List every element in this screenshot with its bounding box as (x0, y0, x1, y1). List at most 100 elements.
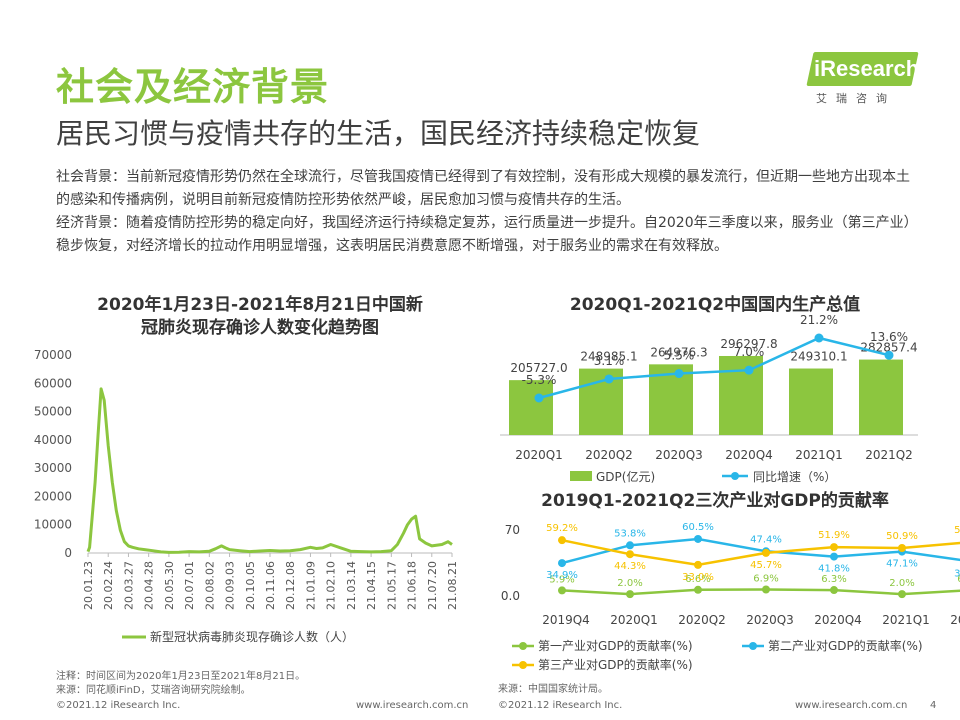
chart1-x-tick-label: 21.05.17 (385, 561, 398, 610)
chart3-legend-marker (749, 642, 757, 650)
chart1-note: 注释：时间区间为2020年1月23日至2021年8月21日。 (56, 671, 306, 682)
chart2-growth-point (674, 369, 684, 379)
chart2-gdp-bar (789, 368, 833, 435)
chart1-y-tick-label: 50000 (34, 405, 72, 419)
chart3-data-label: 6.3% (821, 574, 846, 585)
chart2-growth-label: 3.1% (594, 354, 625, 368)
chart2-legend-line-marker (731, 472, 739, 480)
chart2-growth-label: -5.3% (522, 373, 557, 387)
chart3-y-tick-label: 0.0 (501, 589, 520, 603)
chart2-gdp-label: 296297.8 (720, 337, 777, 351)
economic-background-paragraph: 经济背景：随着疫情防控形势的稳定向好，我国经济运行持续稳定复苏，运行质量进一步提… (56, 215, 911, 254)
chart2-growth-point (744, 365, 754, 375)
footer-copyright-right: ©2021.12 iResearch Inc. (498, 700, 623, 711)
chart3-x-label: 2021Q1 (882, 613, 930, 627)
chart2-x-label: 2021Q2 (865, 448, 913, 462)
chart3-x-label: 2020Q4 (814, 613, 862, 627)
right-source: 来源：中国国家统计局。 (498, 684, 608, 695)
chart3-point (830, 586, 838, 595)
chart3-data-label: 45.7% (750, 560, 782, 571)
chart3-data-label: 59.2% (546, 523, 578, 534)
chart1-x-tick-label: 20.03.27 (122, 561, 135, 610)
chart2-legend-bar-label: GDP(亿元) (596, 469, 655, 484)
chart1-x-tick-label: 20.12.08 (284, 561, 297, 610)
chart2-x-label: 2020Q1 (515, 448, 563, 462)
chart3-data-label: 6.9% (753, 573, 778, 584)
chart2-gdp-label: 249310.1 (790, 350, 847, 364)
chart1-x-tick-label: 21.01.09 (304, 561, 317, 610)
chart3-data-label: 2.0% (889, 578, 914, 589)
chart1-x-tick-label: 20.04.28 (143, 561, 156, 610)
chart3-data-label: 33.0% (682, 572, 714, 583)
chart3-data-label: 6.6% (685, 574, 710, 585)
chart3-point (762, 548, 770, 557)
chart2-growth-label: 7.0% (734, 345, 765, 359)
chart3-point (558, 586, 566, 595)
chart3-legend-label: 第三产业对GDP的贡献率(%) (538, 657, 693, 672)
chart2-legend-line-label: 同比增速（%） (753, 470, 836, 484)
chart2-x-label: 2020Q3 (655, 448, 703, 462)
chart3-x-label: 2021Q2 (950, 613, 960, 627)
chart3-point (898, 544, 906, 553)
chart2-x-label: 2020Q2 (585, 448, 633, 462)
chart3-data-label: 41.8% (818, 564, 850, 575)
chart3-point (694, 534, 702, 543)
chart3-data-label: 36.8% (954, 568, 960, 579)
chart3-point (626, 541, 634, 550)
footer-url-right[interactable]: www.iresearch.com.cn (795, 700, 908, 711)
chart1-y-tick-label: 10000 (34, 518, 72, 532)
chart3-x-label: 2020Q3 (746, 613, 794, 627)
page-title: 社会及经济背景 (56, 65, 330, 109)
chart1-x-tick-label: 21.02.10 (325, 561, 338, 610)
chart3-data-label: 2.0% (617, 578, 642, 589)
chart2-growth-point (814, 333, 824, 343)
chart3-point (558, 559, 566, 568)
chart1-x-tick-label: 20.08.02 (203, 561, 216, 610)
chart1-x-tick-label: 21.06.18 (406, 561, 419, 610)
chart2-title: 2020Q1-2021Q2中国国内生产总值 (569, 295, 861, 315)
chart1-x-tick-label: 21.07.20 (426, 561, 439, 610)
chart2-growth-point (534, 393, 544, 403)
chart3-title: 2019Q1-2021Q2三次产业对GDP的贡献率 (541, 491, 889, 511)
chart1-x-tick-label: 20.11.06 (264, 561, 277, 610)
footer-url-left[interactable]: www.iresearch.com.cn (356, 700, 469, 711)
chart2-gdp-bar (719, 355, 763, 435)
chart3-point (830, 552, 838, 561)
chart1-x-tick-label: 20.05.30 (163, 561, 176, 610)
chart2-gdp-label: 264976.3 (650, 345, 707, 359)
footer-copyright-left: ©2021.12 iResearch Inc. (56, 700, 181, 711)
chart3-point (626, 590, 634, 599)
chart1-source: 来源：同花顺iFinD，艾瑞咨询研究院绘制。 (56, 685, 251, 696)
chart2-gdp-label: 248985.1 (580, 350, 637, 364)
chart1-y-tick-label: 0 (64, 546, 72, 560)
chart3-data-label: 51.9% (818, 530, 850, 541)
chart1-x-tick-label: 20.09.03 (224, 561, 237, 610)
chart3-legend-label: 第二产业对GDP的贡献率(%) (768, 638, 923, 653)
chart3-x-label: 2019Q4 (542, 613, 590, 627)
chart1-y-tick-label: 30000 (34, 461, 72, 475)
chart1-x-tick-label: 20.10.05 (244, 561, 257, 610)
chart1-title-line1: 2020年1月23日-2021年8月21日中国新 (97, 295, 423, 315)
chart3-data-label: 53.8% (614, 528, 646, 539)
chart3-data-label: 6.1% (957, 574, 960, 585)
chart3-data-label: 34.9% (546, 570, 578, 581)
logo-cn-text: 艾瑞咨询 (816, 92, 896, 105)
chart2-x-label: 2021Q1 (795, 448, 843, 462)
chart1-x-tick-label: 20.01.23 (82, 561, 95, 610)
chart3-point (626, 550, 634, 559)
chart2-gdp-label: 205727.0 (510, 361, 567, 375)
chart3-point (694, 585, 702, 594)
chart3-data-label: 47.1% (886, 559, 918, 570)
chart2-growth-label: 5.5% (664, 349, 695, 363)
chart3-point (830, 543, 838, 552)
chart3-point (558, 536, 566, 545)
chart1-x-tick-label: 21.08.21 (446, 561, 459, 610)
chart1-y-tick-label: 60000 (34, 376, 72, 390)
chart3-data-label: 57.1% (954, 525, 960, 536)
chart3-data-label: 60.5% (682, 522, 714, 533)
chart3-x-label: 2020Q2 (678, 613, 726, 627)
chart2-gdp-bar (509, 380, 553, 435)
chart3-legend-marker (519, 661, 527, 669)
chart3-data-label: 44.3% (614, 561, 646, 572)
